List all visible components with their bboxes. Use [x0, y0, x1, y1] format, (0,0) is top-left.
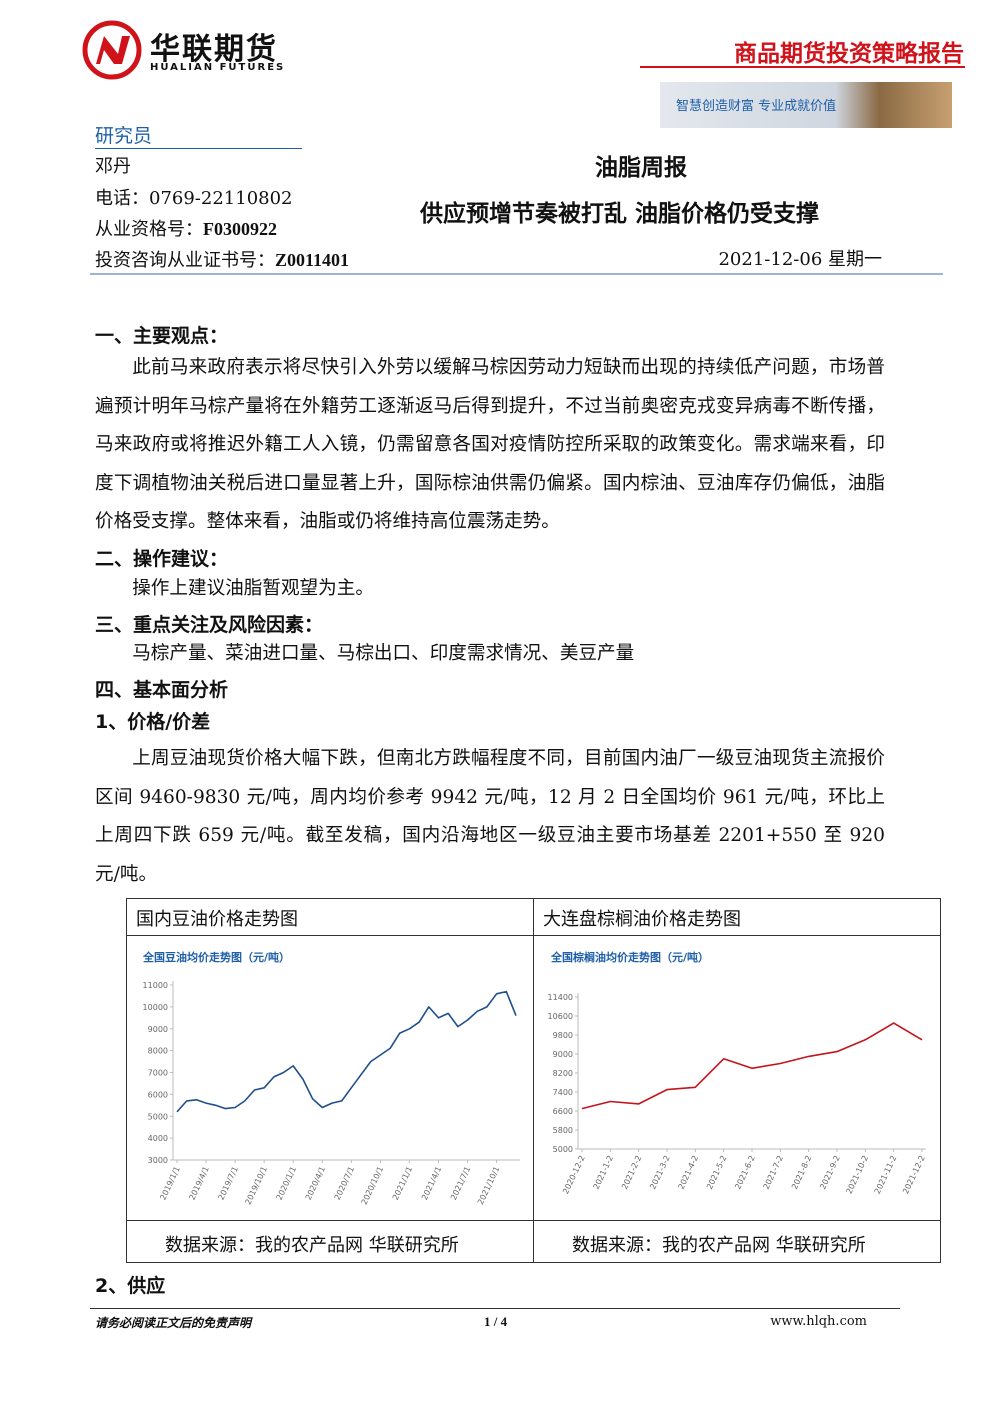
- page-number: 1 / 4: [484, 1314, 508, 1329]
- label: 电话：: [95, 188, 149, 209]
- x-tick-label: 2021-5-2: [705, 1154, 729, 1191]
- y-tick-label: 4000: [148, 1134, 168, 1143]
- logo-mark: [82, 20, 142, 80]
- section-heading: 2、供应: [95, 1275, 166, 1297]
- label: 投资咨询从业证书号：: [95, 250, 275, 271]
- y-tick-label: 3000: [148, 1156, 168, 1165]
- paragraph: 上周豆油现货价格大幅下跌，但南北方跌幅程度不同，目前国内油厂一级豆油现货主流报价…: [95, 748, 885, 885]
- y-tick-label: 9000: [148, 1025, 168, 1034]
- researcher-heading: 研究员: [95, 125, 153, 147]
- price-line: [176, 990, 517, 1113]
- x-tick-label: 2021/7/1: [449, 1165, 472, 1201]
- logo-cn: 华联期货: [150, 32, 278, 67]
- paragraph: 马棕产量、菜油进口量、马棕出口、印度需求情况、美豆产量: [132, 643, 635, 664]
- paragraph: 此前马来政府表示将尽快引入外劳以缓解马棕因劳动力短缺而出现的持续低产问题，市场普…: [95, 357, 885, 532]
- y-tick-label: 10000: [143, 1003, 168, 1012]
- y-tick-label: 9800: [553, 1031, 573, 1040]
- y-tick-label: 10600: [548, 1012, 573, 1021]
- y-tick-label: 5800: [553, 1126, 573, 1135]
- rule: [95, 148, 302, 149]
- x-tick-label: 2020/7/1: [333, 1165, 356, 1201]
- y-tick-label: 8000: [148, 1047, 168, 1056]
- rule: [533, 898, 534, 1262]
- y-tick-label: 9000: [553, 1050, 573, 1059]
- footer-rule: [90, 1308, 900, 1309]
- value: F0300922: [203, 219, 277, 239]
- y-tick-label: 5000: [148, 1112, 168, 1121]
- logo-en: HUALIAN FUTURES: [150, 62, 286, 73]
- y-tick-label: 11400: [548, 993, 573, 1002]
- x-tick-label: 2021-8-2: [790, 1154, 814, 1191]
- section-heading: 二、操作建议：: [95, 548, 229, 570]
- report-type: 商品期货投资策略报告: [734, 41, 964, 67]
- x-tick-label: 2021-10-2: [844, 1154, 870, 1195]
- y-tick-label: 6000: [148, 1090, 168, 1099]
- slogan: 智慧创造财富 专业成就价值: [676, 99, 837, 114]
- rule: [126, 935, 940, 936]
- x-tick-label: 2021-4-2: [677, 1154, 701, 1191]
- x-tick-label: 2021-7-2: [762, 1154, 786, 1191]
- x-tick-label: 2021-3-2: [648, 1154, 672, 1191]
- section-heading: 一、主要观点：: [95, 325, 229, 347]
- y-tick-label: 6600: [553, 1107, 573, 1116]
- figure-source: 数据来源：我的农产品网 华联研究所: [165, 1235, 459, 1256]
- report-title: 油脂周报: [595, 155, 687, 181]
- x-tick-label: 2019/4/1: [188, 1165, 211, 1201]
- report-date: 2021-12-06 星期一: [718, 249, 882, 270]
- figure-caption: 大连盘棕榈油价格走势图: [543, 909, 741, 930]
- chart-title: 全国豆油均价走势图（元/吨）: [142, 950, 290, 964]
- value: Z0011401: [275, 250, 350, 270]
- site: www.hlqh.com: [770, 1314, 867, 1329]
- header-rule: [640, 66, 965, 68]
- rule: [126, 1220, 940, 1221]
- x-tick-label: 2019/1/1: [158, 1165, 181, 1201]
- x-tick-label: 2021-6-2: [733, 1154, 757, 1191]
- x-tick-label: 2021/4/1: [420, 1165, 443, 1201]
- price-line: [581, 1022, 923, 1110]
- disclaimer: 请务必阅读正文后的免责声明: [95, 1316, 252, 1330]
- x-tick-label: 2020-12-2: [561, 1154, 587, 1195]
- x-tick-label: 2021/1/1: [391, 1165, 414, 1201]
- value: 0769-22110802: [149, 188, 293, 209]
- x-tick-label: 2021/10/1: [476, 1165, 501, 1206]
- y-tick-label: 7000: [148, 1069, 168, 1078]
- consult: 投资咨询从业证书号：Z0011401: [95, 246, 349, 272]
- x-tick-label: 2020/4/1: [304, 1165, 327, 1201]
- researcher-name: 邓丹: [95, 156, 131, 177]
- banner: [660, 82, 952, 128]
- section-heading: 四、基本面分析: [95, 679, 229, 701]
- x-tick-label: 2021-1-2: [592, 1154, 616, 1191]
- x-tick-label: 2021-2-2: [620, 1154, 644, 1191]
- y-tick-label: 7400: [553, 1088, 573, 1097]
- x-tick-label: 2019/10/1: [243, 1165, 268, 1206]
- x-tick-label: 2020/1/1: [275, 1165, 298, 1201]
- chart: 全国棕榈油均价走势图（元/吨） 5000 5800 6600 7400 8200 9000 9…: [548, 950, 927, 1195]
- label: 从业资格号：: [95, 219, 203, 240]
- rule: [90, 273, 943, 275]
- x-tick-label: 2019/7/1: [217, 1165, 240, 1201]
- phone: 电话：0769-22110802: [95, 184, 293, 210]
- section-heading: 1、价格/价差: [95, 711, 211, 733]
- x-tick-label: 2020/10/1: [360, 1165, 385, 1206]
- figure-caption: 国内豆油价格走势图: [136, 909, 298, 930]
- chart: 全国豆油均价走势图（元/吨） 3000 4000 5000 6000 7000 8000 90…: [142, 950, 520, 1206]
- y-tick-label: 5000: [553, 1145, 573, 1154]
- section-heading: 三、重点关注及风险因素：: [95, 614, 324, 636]
- report-subtitle: 供应预增节奏被打乱 油脂价格仍受支撑: [420, 201, 820, 227]
- qualification: 从业资格号：F0300922: [95, 215, 277, 241]
- x-tick-label: 2021-11-2: [873, 1154, 899, 1195]
- figure-source: 数据来源：我的农产品网 华联研究所: [572, 1235, 866, 1256]
- chart-title: 全国棕榈油均价走势图（元/吨）: [550, 950, 709, 964]
- x-tick-label: 2021-12-2: [901, 1154, 927, 1195]
- y-tick-label: 11000: [143, 981, 168, 990]
- paragraph: 操作上建议油脂暂观望为主。: [132, 578, 374, 599]
- x-tick-label: 2021-9-2: [818, 1154, 842, 1191]
- y-tick-label: 8200: [553, 1069, 573, 1078]
